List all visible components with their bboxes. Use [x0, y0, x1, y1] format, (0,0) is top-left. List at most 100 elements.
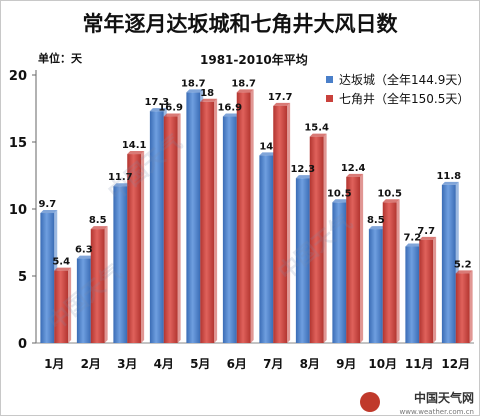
bar: [346, 176, 361, 343]
bar-top: [40, 210, 58, 214]
bar-side: [177, 113, 181, 343]
x-tick-label: 12月: [441, 357, 470, 371]
bar: [382, 202, 397, 343]
bar: [236, 92, 251, 343]
bar-top: [405, 243, 423, 247]
bar-top: [54, 267, 72, 271]
legend-label: 达坂城（全年144.9天）: [339, 73, 470, 87]
legend: 达坂城（全年144.9天） 七角井（全年150.5天）: [326, 70, 469, 108]
data-label: 17.3: [144, 97, 169, 108]
y-tick-label: 0: [18, 337, 27, 352]
data-label: 14.1: [122, 140, 147, 151]
data-label: 12.3: [290, 164, 315, 175]
y-tick-label: 10: [9, 203, 27, 218]
bar-side: [360, 173, 364, 343]
bar-top: [455, 270, 473, 274]
bar-top: [76, 255, 94, 259]
bar-side: [141, 151, 145, 343]
y-tick-label: 5: [18, 270, 27, 285]
bar-top: [441, 181, 459, 185]
bar-top: [273, 102, 291, 106]
bar-top: [236, 89, 254, 93]
bar-top: [419, 236, 437, 240]
chart-title: 常年逐月达坂城和七角井大风日数: [82, 12, 398, 36]
bar-side: [323, 133, 327, 343]
bar-top: [382, 199, 400, 203]
bar: [40, 213, 55, 343]
bar: [113, 186, 128, 343]
bar-top: [222, 113, 240, 117]
data-label: 15.4: [304, 123, 329, 134]
bar: [405, 246, 420, 343]
x-tick-label: 4月: [154, 357, 174, 371]
x-tick-label: 6月: [227, 357, 247, 371]
bar: [127, 154, 142, 343]
bar: [309, 136, 324, 343]
bar: [186, 92, 201, 343]
bar-side: [433, 236, 437, 343]
x-tick-label: 11月: [405, 357, 434, 371]
legend-swatch: [326, 95, 333, 102]
x-tick-label: 10月: [368, 357, 397, 371]
legend-item-series-2: 七角井（全年150.5天）: [326, 89, 469, 108]
y-tick-label: 20: [9, 69, 27, 84]
bar-top: [259, 152, 277, 156]
data-label: 5.4: [52, 257, 70, 268]
data-label: 8.5: [89, 215, 107, 226]
bar-side: [214, 98, 218, 343]
bar: [163, 116, 178, 343]
bar: [90, 229, 105, 343]
data-label: 9.7: [38, 199, 56, 210]
bar: [368, 229, 383, 343]
x-tick-label: 8月: [300, 357, 320, 371]
bar-top: [332, 199, 350, 203]
bar-top: [200, 98, 218, 102]
data-label: 11.7: [108, 172, 133, 183]
legend-item-series-1: 达坂城（全年144.9天）: [326, 70, 469, 89]
data-label: 14: [259, 141, 273, 152]
bar-side: [250, 89, 254, 343]
data-label: 10.5: [327, 188, 352, 199]
bar-top: [186, 89, 204, 93]
bar: [332, 202, 347, 343]
data-label: 8.5: [367, 215, 385, 226]
y-tick-label: 15: [9, 136, 27, 151]
data-label: 16.9: [158, 103, 183, 114]
bar-side: [68, 267, 72, 343]
legend-swatch: [326, 76, 333, 83]
bar-side: [287, 102, 291, 343]
bar-side: [469, 270, 473, 343]
data-label: 18.7: [231, 78, 256, 89]
bar: [200, 101, 215, 343]
bar-top: [368, 226, 386, 230]
bar: [222, 116, 237, 343]
data-label: 18: [200, 88, 214, 99]
bar: [54, 270, 69, 343]
bar: [259, 155, 274, 343]
data-label: 17.7: [268, 92, 293, 103]
bar: [295, 178, 310, 343]
bar-top: [127, 151, 145, 155]
bar: [149, 111, 164, 344]
legend-label: 七角井（全年150.5天）: [339, 92, 470, 106]
brand-logo-icon: [360, 392, 380, 412]
x-tick-label: 9月: [336, 357, 356, 371]
x-tick-label: 3月: [117, 357, 137, 371]
bar-top: [295, 175, 313, 179]
bar-top: [90, 226, 108, 230]
chart-subtitle: 1981-2010年平均: [200, 53, 308, 67]
bar: [76, 258, 91, 343]
bar-top: [309, 133, 327, 137]
unit-label: 单位：天: [38, 52, 82, 65]
data-label: 6.3: [75, 245, 93, 256]
bar-top: [163, 113, 181, 117]
data-label: 7.7: [417, 226, 435, 237]
bar: [455, 273, 470, 343]
bar: [419, 239, 434, 343]
bar: [273, 105, 288, 343]
data-label: 11.8: [436, 171, 461, 182]
data-label: 12.4: [341, 163, 366, 174]
bar-side: [104, 226, 108, 343]
bar: [441, 184, 456, 343]
